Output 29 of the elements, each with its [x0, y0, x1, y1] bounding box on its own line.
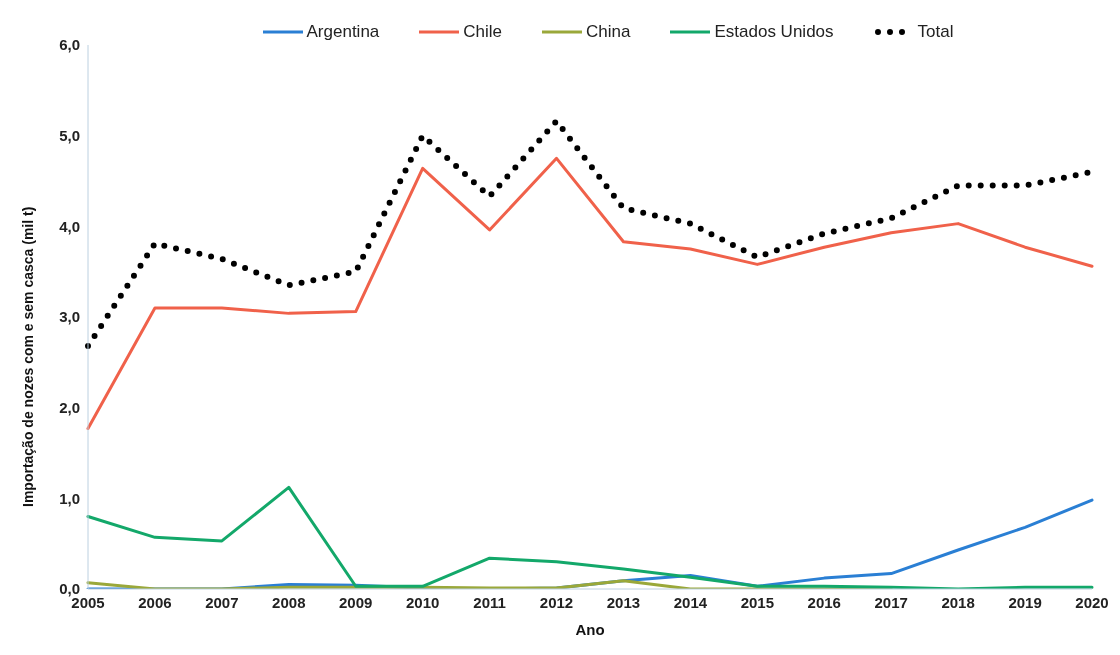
legend-label: China — [586, 22, 631, 42]
x-tick-label: 2011 — [473, 593, 506, 611]
line-series — [86, 156, 1094, 431]
x-tick-label: 2013 — [606, 593, 641, 611]
x-tick-label: 2014 — [673, 593, 708, 611]
x-tick-label: 2017 — [874, 593, 908, 611]
x-tick-label: 2009 — [339, 593, 373, 611]
x-tick-label: 2020 — [1075, 593, 1109, 611]
y-tick-label: 6,0 — [59, 36, 80, 54]
x-tick-label: 2016 — [807, 593, 841, 611]
y-axis-title: Importação de nozes com e sem casca (mil t) — [19, 206, 36, 507]
y-tick-label: 3,0 — [59, 308, 80, 326]
x-tick-label: 2019 — [1008, 593, 1042, 611]
legend-label: Estados Unidos — [714, 22, 834, 42]
x-tick-label: 2018 — [941, 593, 975, 611]
y-tick-label: 5,0 — [59, 126, 80, 144]
y-tick-label: 4,0 — [59, 217, 80, 235]
legend-label: Total — [917, 22, 954, 42]
x-axis-title: Ano — [575, 621, 605, 638]
x-tick-label: 2008 — [272, 593, 306, 611]
x-tick-label: 2007 — [205, 593, 239, 611]
x-tick-label: 2015 — [740, 593, 775, 611]
x-tick-label: 2010 — [405, 593, 440, 611]
y-tick-label: 1,0 — [59, 489, 80, 507]
x-tick-label: 2012 — [539, 593, 574, 611]
legend-label: Argentina — [306, 22, 380, 42]
x-tick-label: 2006 — [138, 593, 172, 611]
legend-label: Chile — [463, 22, 503, 42]
y-tick-label: 2,0 — [59, 398, 80, 416]
